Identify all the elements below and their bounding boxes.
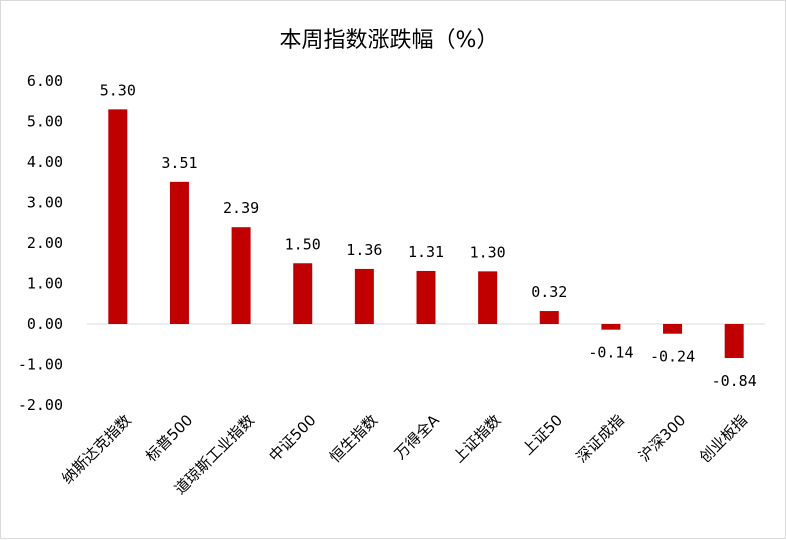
bar (416, 270, 436, 324)
y-tick-label: 0.00 (27, 315, 63, 333)
x-category-label: 恒生指数 (326, 411, 381, 466)
chart-title: 本周指数涨跌幅（%） (280, 28, 499, 53)
x-category-label: 中证500 (265, 411, 319, 465)
data-label: 1.31 (408, 243, 444, 261)
data-label: 2.39 (223, 199, 259, 217)
y-tick-label: 6.00 (27, 72, 63, 90)
bar (108, 109, 128, 324)
bar (478, 271, 498, 324)
data-label: 5.30 (100, 81, 136, 99)
data-labels: 5.30 3.51 2.39 1.50 1.36 1.31 1.30 0.32 -0.14 -0.… (100, 81, 757, 390)
x-category-label: 沪深300 (635, 411, 689, 465)
x-category-label: 上证指数 (449, 411, 504, 466)
x-category-label: 深证成指 (573, 411, 628, 466)
data-label: -0.84 (712, 372, 757, 390)
data-label: 3.51 (161, 154, 197, 172)
data-label: 1.36 (346, 241, 382, 259)
data-label: -0.24 (650, 348, 695, 366)
y-axis: 6.00 5.00 4.00 3.00 2.00 1.00 0.00 -1.00 -2.00 (18, 72, 63, 414)
bar (539, 311, 559, 324)
x-category-label: 纳斯达克指数 (58, 411, 134, 487)
bar (724, 324, 744, 359)
x-category-label: 万得全A (391, 411, 443, 463)
y-tick-label: 4.00 (27, 153, 63, 171)
y-tick-label: -2.00 (18, 396, 63, 414)
y-tick-label: -1.00 (18, 356, 63, 374)
y-tick-label: 2.00 (27, 234, 63, 252)
data-label: -0.14 (588, 344, 633, 362)
bar (354, 268, 374, 324)
bar (293, 263, 313, 324)
bar (663, 324, 683, 334)
x-category-label: 创业板指 (696, 411, 751, 466)
bar (231, 227, 251, 324)
x-category-label: 上证50 (519, 411, 566, 458)
y-tick-label: 3.00 (27, 194, 63, 212)
data-label: 1.30 (470, 243, 506, 261)
y-tick-label: 5.00 (27, 113, 63, 131)
bar (169, 181, 189, 324)
x-category-label: 标普500 (142, 411, 196, 465)
y-tick-label: 1.00 (27, 275, 63, 293)
data-label: 0.32 (531, 283, 567, 301)
bar (601, 324, 621, 330)
data-label: 1.50 (285, 235, 321, 253)
bar-series (108, 109, 744, 359)
